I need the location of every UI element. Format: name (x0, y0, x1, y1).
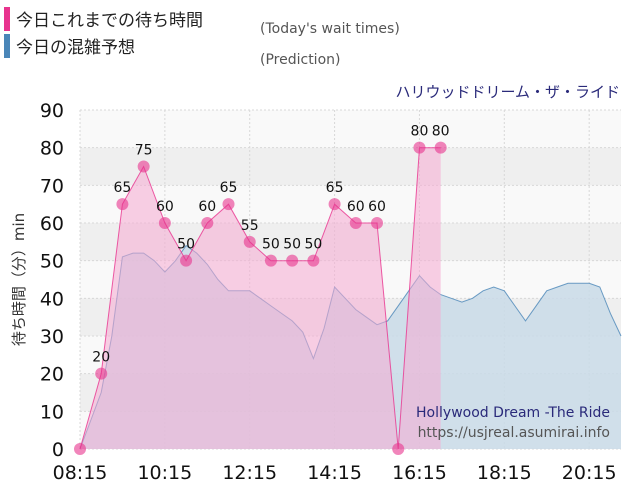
y-tick-label: 10 (40, 401, 64, 423)
legend-prediction: 今日の混雑予想 (4, 33, 135, 58)
data-label: 20 (92, 350, 110, 366)
y-tick-label: 0 (52, 439, 64, 461)
y-tick-label: 60 (40, 213, 64, 235)
source-url: https://usjreal.asumirai.info (418, 425, 610, 441)
data-label: 60 (347, 199, 365, 215)
today-point (328, 198, 341, 211)
data-label: 65 (114, 180, 132, 196)
y-tick-label: 30 (40, 326, 64, 348)
today-point (95, 367, 108, 380)
data-label: 65 (326, 180, 344, 196)
today-point (116, 198, 129, 211)
y-tick-label: 50 (40, 251, 64, 273)
data-label: 65 (220, 180, 238, 196)
today-point (201, 217, 214, 229)
x-tick-label: 14:15 (307, 462, 362, 484)
legend-prediction-label: 今日の混雑予想 (16, 38, 135, 58)
x-tick-label: 16:15 (392, 462, 447, 484)
data-label: 60 (156, 199, 174, 215)
today-point (392, 443, 405, 455)
data-label: 55 (241, 218, 259, 234)
today-point (180, 254, 193, 267)
today-point (158, 217, 171, 229)
y-tick-label: 70 (40, 175, 64, 197)
x-tick-label: 08:15 (53, 462, 108, 484)
data-label: 50 (283, 237, 301, 253)
today-point (434, 141, 447, 154)
chart-title: ハリウッドドリーム・ザ・ライド (395, 83, 620, 101)
x-tick-label: 12:15 (222, 462, 277, 484)
data-label: 60 (198, 199, 216, 215)
data-label: 60 (368, 199, 386, 215)
prediction-swatch (4, 33, 10, 58)
data-label: 80 (432, 124, 450, 140)
today-point (243, 235, 256, 248)
y-tick-label: 20 (40, 364, 64, 386)
today-swatch (4, 6, 10, 31)
legend-today: 今日これまでの待ち時間 (4, 6, 203, 31)
data-label: 80 (411, 124, 429, 140)
today-point (307, 254, 320, 267)
today-point (264, 254, 277, 267)
y-axis-label: 待ち時間（分）min (10, 213, 28, 346)
y-tick-label: 80 (40, 138, 64, 160)
y-tick-label: 90 (40, 100, 64, 122)
data-label: 50 (304, 237, 322, 253)
today-point (286, 254, 299, 267)
x-tick-label: 20:15 (562, 462, 617, 484)
legend-prediction-note: (Prediction) (260, 52, 341, 68)
x-tick-label: 18:15 (477, 462, 532, 484)
grid-band (80, 147, 621, 186)
today-point (413, 141, 426, 154)
today-point (349, 217, 362, 229)
today-point (74, 443, 86, 455)
chart-subtitle: Hollywood Dream -The Ride (416, 405, 610, 421)
x-tick-label: 10:15 (137, 462, 192, 484)
legend-today-note: (Today's wait times) (260, 21, 400, 37)
y-tick-label: 40 (40, 288, 64, 310)
data-label: 50 (177, 237, 195, 253)
today-point (222, 198, 235, 211)
today-point (371, 217, 384, 229)
today-point (137, 160, 150, 173)
data-label: 50 (262, 237, 280, 253)
data-label: 75 (135, 143, 153, 159)
today-series-line (79, 147, 441, 450)
legend-today-label: 今日これまでの待ち時間 (16, 11, 203, 31)
